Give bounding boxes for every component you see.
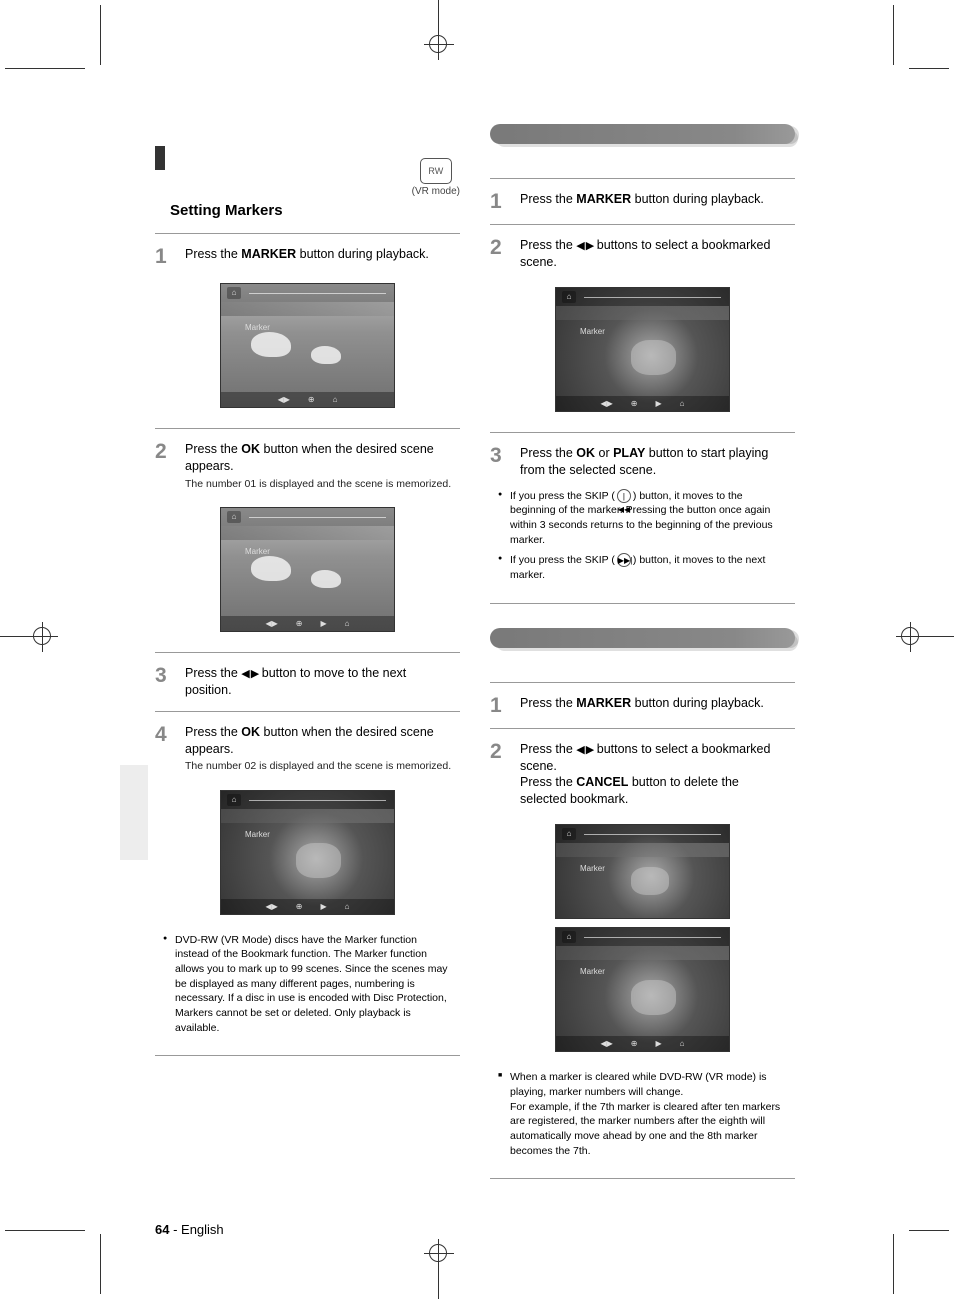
step-1: 1 Press the MARKER button during playbac… bbox=[155, 240, 460, 273]
rule bbox=[155, 1055, 460, 1056]
step-number: 3 bbox=[155, 665, 177, 699]
osd-screenshot-2: ⌂ Marker ◀▶⊕▶⌂ bbox=[220, 507, 395, 632]
rule bbox=[490, 178, 795, 179]
step-body: Press the OK button when the desired sce… bbox=[185, 441, 460, 491]
rb-step-1: 1 Press the MARKER button during playbac… bbox=[490, 185, 795, 218]
skip-note-next: If you press the SKIP (▶▶|) button, it m… bbox=[498, 553, 787, 582]
step-number: 1 bbox=[155, 246, 177, 267]
rule bbox=[490, 432, 795, 433]
rule bbox=[155, 233, 460, 234]
osd-screenshot-4: ⌂ Marker ◀▶⊕▶⌂ bbox=[555, 287, 730, 412]
rule bbox=[155, 428, 460, 429]
disc-badge-icon: RW bbox=[420, 158, 452, 184]
disc-badge: RW (VR mode) bbox=[412, 158, 460, 197]
rule bbox=[490, 682, 795, 683]
step-number: 2 bbox=[490, 237, 512, 271]
step-body: Press the MARKER button during playback. bbox=[520, 695, 795, 716]
step-4: 4 Press the OK button when the desired s… bbox=[155, 718, 460, 780]
side-tab bbox=[120, 765, 148, 860]
rule bbox=[490, 1178, 795, 1179]
section-header-clearing bbox=[490, 624, 795, 652]
step-body: Press the OK or PLAY button to start pla… bbox=[520, 445, 795, 479]
rule bbox=[490, 728, 795, 729]
skip-back-icon: |◀◀ bbox=[617, 489, 631, 503]
rule bbox=[490, 603, 795, 604]
step-body: Press the ◀ ▶ buttons to select a bookma… bbox=[520, 741, 795, 809]
left-column: RW (VR mode) Setting Markers 1 Press the… bbox=[155, 120, 460, 1200]
osd-screenshot-3: ⌂ Marker ◀▶⊕▶⌂ bbox=[220, 790, 395, 915]
osd-screenshot-6: ⌂ Marker ◀▶⊕▶⌂ bbox=[555, 927, 730, 1052]
step-number: 3 bbox=[490, 445, 512, 479]
rb-step-3: 3 Press the OK or PLAY button to start p… bbox=[490, 439, 795, 485]
rb-step-2: 2 Press the ◀ ▶ buttons to select a book… bbox=[490, 231, 795, 277]
rule bbox=[490, 224, 795, 225]
rule bbox=[155, 652, 460, 653]
rule bbox=[155, 711, 460, 712]
step-subtext: The number 01 is displayed and the scene… bbox=[185, 477, 452, 491]
page-language: - English bbox=[169, 1222, 223, 1237]
page-number: 64 bbox=[155, 1222, 169, 1237]
step-number: 2 bbox=[490, 741, 512, 809]
step-subtext: The number 02 is displayed and the scene… bbox=[185, 759, 452, 773]
section-title-setting-markers: Setting Markers bbox=[155, 202, 460, 219]
step-number: 4 bbox=[155, 724, 177, 774]
osd-screenshot-5: ⌂ Marker bbox=[555, 824, 730, 919]
rc-step-1: 1 Press the MARKER button during playbac… bbox=[490, 689, 795, 722]
skip-note-prev: If you press the SKIP (|◀◀) button, it m… bbox=[498, 489, 787, 548]
disc-badge-label: (VR mode) bbox=[412, 186, 460, 197]
step-number: 1 bbox=[490, 695, 512, 716]
step-number: 1 bbox=[490, 191, 512, 212]
rc-step-2: 2 Press the ◀ ▶ buttons to select a book… bbox=[490, 735, 795, 815]
clear-note-item: When a marker is cleared while DVD-RW (V… bbox=[498, 1070, 787, 1158]
page-footer: 64 - English bbox=[155, 1222, 224, 1237]
step-2: 2 Press the OK button when the desired s… bbox=[155, 435, 460, 497]
note-item: DVD-RW (VR Mode) discs have the Marker f… bbox=[163, 933, 452, 1036]
step-body: Press the ◀ ▶ button to move to the next… bbox=[185, 665, 460, 699]
step-number: 2 bbox=[155, 441, 177, 491]
step-body: Press the MARKER button during playback. bbox=[185, 246, 460, 267]
note-list: DVD-RW (VR Mode) discs have the Marker f… bbox=[155, 929, 460, 1050]
skip-notes: If you press the SKIP (|◀◀) button, it m… bbox=[490, 485, 795, 597]
step-body: Press the MARKER button during playback. bbox=[520, 191, 795, 212]
clear-note-list: When a marker is cleared while DVD-RW (V… bbox=[490, 1066, 795, 1172]
step-3: 3 Press the ◀ ▶ button to move to the ne… bbox=[155, 659, 460, 705]
skip-fwd-icon: ▶▶| bbox=[617, 553, 631, 567]
page-content: RW (VR mode) Setting Markers 1 Press the… bbox=[155, 120, 795, 1200]
osd-screenshot-1: ⌂ Marker ◀▶⊕⌂ bbox=[220, 283, 395, 408]
step-body: Press the ◀ ▶ buttons to select a bookma… bbox=[520, 237, 795, 271]
section-header-playing-back bbox=[490, 120, 795, 148]
step-body: Press the OK button when the desired sce… bbox=[185, 724, 460, 774]
right-column: 1 Press the MARKER button during playbac… bbox=[490, 120, 795, 1200]
